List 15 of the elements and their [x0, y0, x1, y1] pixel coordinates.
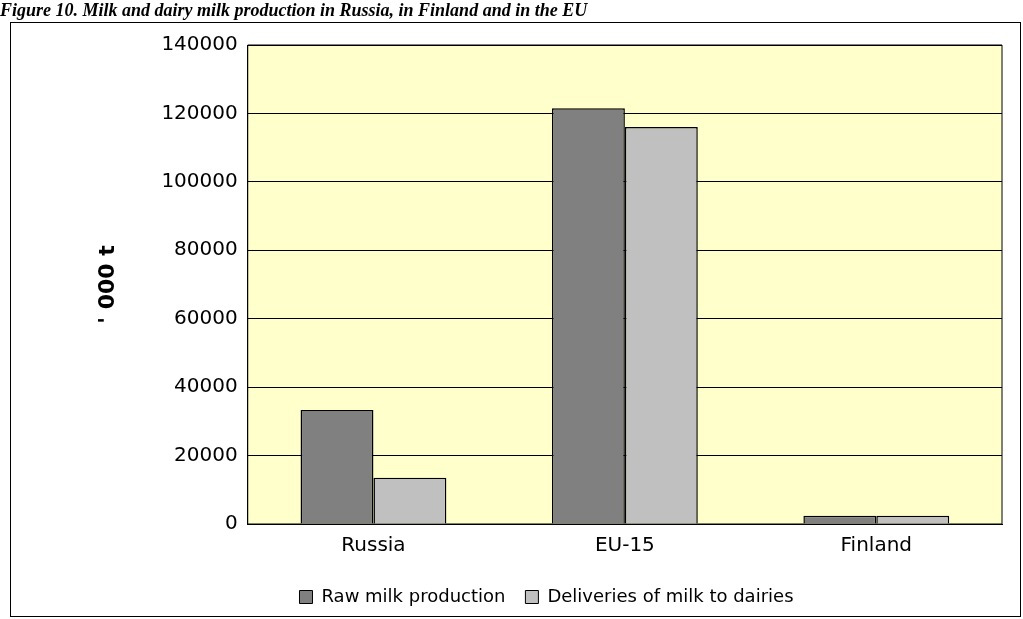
y-tick-label: 0 [225, 510, 238, 535]
y-axis-title: ' 000 t [93, 244, 119, 324]
y-tick-label: 20000 [174, 441, 238, 466]
chart-title: Figure 10. Milk and dairy milk production in Russia, in Finland and in the EU [0, 0, 589, 20]
y-tick-label: 140000 [161, 31, 238, 56]
y-tick-label: 80000 [174, 236, 238, 261]
legend-label: Raw milk production [321, 584, 506, 606]
y-tick-label: 60000 [174, 304, 238, 329]
y-tick-label: 40000 [174, 373, 238, 398]
x-tick-label: Russia [341, 532, 406, 557]
x-tick-label: Finland [840, 532, 913, 557]
legend-label: Deliveries of milk to dairies [547, 584, 794, 606]
y-tick-label: 100000 [161, 168, 238, 193]
x-tick-label: EU-15 [594, 532, 655, 557]
y-tick-label: 120000 [161, 99, 238, 124]
